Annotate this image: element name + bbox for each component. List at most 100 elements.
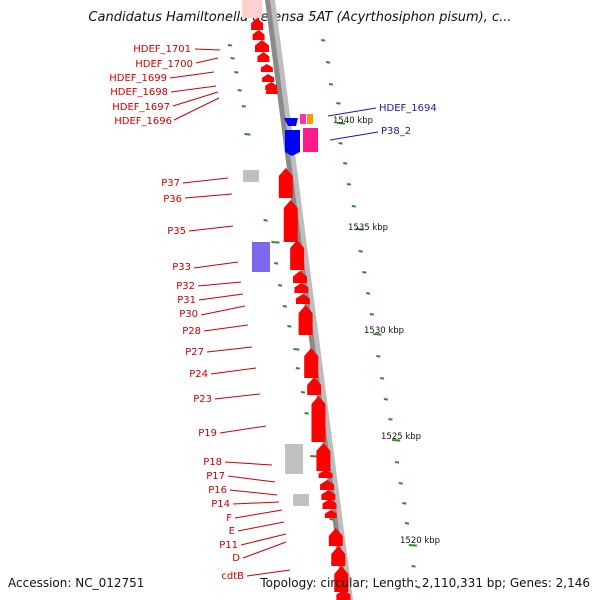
- tick-mark: [263, 219, 268, 222]
- label-connector: [214, 393, 261, 400]
- label-connector: [170, 85, 217, 93]
- gene-label[interactable]: P19: [198, 428, 217, 439]
- forward-gene: [252, 30, 265, 40]
- tick-mark: [277, 284, 283, 287]
- label-connector: [224, 461, 273, 466]
- tick-mark: [271, 241, 280, 244]
- gene-label[interactable]: P30: [179, 309, 198, 320]
- gene-features: [242, 0, 351, 600]
- gene-label[interactable]: F: [226, 513, 232, 524]
- tick-mark: [388, 418, 393, 421]
- forward-gene: [251, 18, 264, 30]
- gene-label[interactable]: HDEF_1701: [133, 44, 191, 55]
- gene-label[interactable]: P32: [176, 281, 195, 292]
- gene-label[interactable]: P11: [219, 540, 238, 551]
- gene-label[interactable]: P28: [182, 326, 201, 337]
- tick-mark: [362, 271, 367, 274]
- forward-gene: [307, 377, 322, 395]
- gene-label[interactable]: cdtB: [221, 571, 244, 582]
- forward-gene: [331, 546, 346, 566]
- tick-mark: [373, 333, 382, 336]
- tick-mark: [244, 133, 251, 136]
- tick-mark: [358, 250, 363, 253]
- gene-label[interactable]: E: [229, 526, 235, 537]
- tick-mark: [325, 61, 331, 64]
- tick-mark: [416, 586, 421, 589]
- scale-label: 1530 kbp: [364, 326, 404, 336]
- gene-label[interactable]: P35: [167, 226, 186, 237]
- forward-gene: [265, 88, 278, 94]
- gene-label[interactable]: P36: [163, 194, 182, 205]
- scale-label: 1520 kbp: [400, 536, 440, 546]
- label-connector: [229, 489, 278, 496]
- tick-mark: [355, 228, 364, 231]
- gene-label[interactable]: P33: [172, 262, 191, 273]
- tick-mark: [365, 292, 371, 295]
- label-connector: [195, 57, 219, 64]
- forward-gene: [324, 510, 337, 518]
- gene-label[interactable]: HDEF_1697: [112, 102, 170, 113]
- tick-mark: [282, 305, 287, 308]
- tick-mark: [304, 412, 309, 415]
- label-connector: [188, 225, 234, 232]
- tick-mark: [369, 313, 374, 316]
- gene-label[interactable]: HDEF_1698: [110, 87, 168, 98]
- forward-gene: [294, 283, 309, 293]
- gene-label-blue[interactable]: HDEF_1694: [379, 103, 437, 114]
- forward-gene: [300, 114, 306, 124]
- gene-labels: HDEF_1701 HDEF_1700 HDEF_1699 HDEF_1698 …: [109, 44, 437, 582]
- tick-mark: [343, 162, 348, 165]
- gene-label[interactable]: P24: [189, 369, 208, 380]
- gene-label[interactable]: HDEF_1700: [135, 59, 193, 70]
- gene-label[interactable]: P37: [161, 178, 180, 189]
- gene-label[interactable]: P31: [177, 295, 196, 306]
- faded-gene: [242, 0, 262, 18]
- gene-label-blue[interactable]: P38_2: [381, 126, 411, 137]
- forward-gene: [336, 590, 351, 600]
- tick-mark: [293, 348, 300, 351]
- label-connector: [240, 533, 287, 546]
- label-connectors: [169, 48, 379, 577]
- genome-summary: Topology: circular; Length: 2,110,331 bp…: [260, 576, 590, 590]
- gene-label[interactable]: P27: [185, 347, 204, 358]
- tick-mark: [411, 565, 416, 568]
- forward-gene: [298, 305, 313, 335]
- gene-label[interactable]: P14: [211, 499, 230, 510]
- tick-mark: [394, 461, 400, 464]
- label-connector: [182, 177, 229, 184]
- gene-label[interactable]: P18: [203, 457, 222, 468]
- gene-label[interactable]: P23: [193, 394, 212, 405]
- forward-gene: [254, 40, 269, 52]
- gene-label[interactable]: HDEF_1696: [114, 116, 172, 127]
- tick-mark: [351, 205, 356, 208]
- label-connector: [172, 91, 219, 107]
- label-connector: [246, 569, 291, 577]
- tick-mark: [227, 44, 232, 47]
- tick-mark: [329, 518, 334, 521]
- tick-mark: [402, 502, 407, 505]
- scale-label: 1540 kbp: [333, 116, 373, 126]
- tick-mark: [383, 398, 389, 401]
- scale-label: 1525 kbp: [381, 432, 421, 442]
- hypothetical-gene: [243, 170, 259, 182]
- label-connector: [194, 48, 221, 51]
- forward-gene: [304, 348, 319, 378]
- tick-mark: [274, 262, 279, 265]
- gene-label[interactable]: D: [232, 553, 240, 564]
- label-connector: [200, 305, 246, 316]
- forward-gene: [303, 128, 318, 152]
- forward-gene: [328, 528, 343, 546]
- label-connector: [169, 71, 215, 79]
- forward-gene: [283, 200, 298, 242]
- forward-gene: [262, 74, 275, 82]
- gene-label[interactable]: HDEF_1699: [109, 73, 167, 84]
- gene-label[interactable]: P17: [206, 471, 225, 482]
- tick-mark: [338, 142, 343, 145]
- gene-label[interactable]: P16: [208, 485, 227, 496]
- forward-gene: [322, 499, 337, 509]
- label-connector: [227, 475, 276, 483]
- forward-gene: [321, 490, 336, 500]
- tick-mark: [321, 39, 326, 42]
- tick-mark: [398, 482, 403, 485]
